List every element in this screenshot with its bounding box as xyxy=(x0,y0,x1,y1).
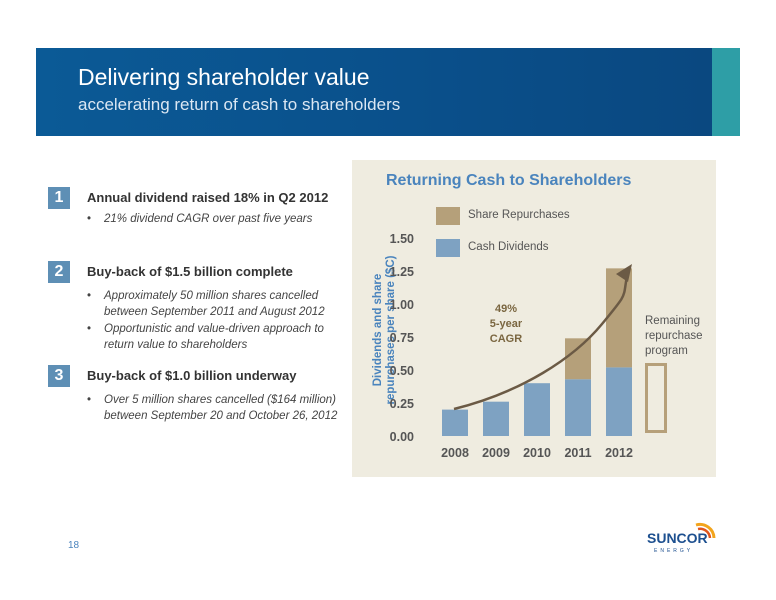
bar-dividends-2009 xyxy=(483,401,509,436)
y-tick-label: 0.00 xyxy=(390,430,414,444)
x-tick-label: 2011 xyxy=(564,446,591,460)
cagr-line-2: 5-year xyxy=(489,318,523,330)
bullet-marker: • xyxy=(87,394,92,406)
bar-repurchases-2011 xyxy=(565,338,591,380)
header-banner xyxy=(36,48,712,136)
y-tick-label: 1.00 xyxy=(390,298,414,312)
x-tick-label: 2009 xyxy=(482,446,510,460)
header-accent-tab xyxy=(712,48,740,136)
slide-title: Delivering shareholder value xyxy=(78,64,370,90)
bullet-text: Opportunistic and value-driven approach … xyxy=(104,323,324,351)
remaining-line-3: program xyxy=(645,345,688,357)
svg-text:SUNCOR: SUNCOR xyxy=(647,530,708,546)
bar-repurchases-2012 xyxy=(606,268,632,368)
growth-arrow-head xyxy=(616,264,632,282)
remaining-program-outline-bar xyxy=(645,363,667,433)
bar-dividends-2008 xyxy=(442,409,468,436)
cagr-line-3: CAGR xyxy=(489,333,523,345)
section-heading-3: Buy-back of $1.0 billion underway xyxy=(87,368,297,383)
section-heading-2: Buy-back of $1.5 billion complete xyxy=(87,264,293,279)
bullet-text: Approximately 50 million shares cancelle… xyxy=(104,290,325,318)
y-tick-label: 0.50 xyxy=(390,364,414,378)
x-tick-label: 2008 xyxy=(441,446,469,460)
chart-plot: 0.00 0.25 0.50 0.75 1.00 1.25 1.50 2008 2009 201… xyxy=(390,232,633,460)
y-tick-label: 0.25 xyxy=(390,397,414,411)
y-tick-label: 0.75 xyxy=(390,331,414,345)
legend-label-dividends: Cash Dividends xyxy=(468,241,549,253)
y-tick-label: 1.50 xyxy=(390,232,414,246)
bar-dividends-2012 xyxy=(606,367,632,436)
remaining-line-1: Remaining xyxy=(645,315,700,327)
bullet-marker: • xyxy=(87,290,92,302)
cagr-annotation: 49% 5-year CAGR xyxy=(480,302,532,347)
section-number-2: 2 xyxy=(48,261,70,283)
bullet-text: 21% dividend CAGR over past five years xyxy=(104,213,313,225)
section-heading-1: Annual dividend raised 18% in Q2 2012 xyxy=(87,190,329,205)
svg-text:ENERGY: ENERGY xyxy=(654,548,693,554)
growth-arrow-line xyxy=(453,269,630,411)
suncor-logo: SUNCOR ENERGY xyxy=(647,522,716,554)
bullet-marker: • xyxy=(87,323,92,335)
page-number: 18 xyxy=(68,540,80,551)
slide-subtitle: accelerating return of cash to sharehold… xyxy=(78,95,401,114)
bullet-marker: • xyxy=(87,213,92,225)
remaining-line-2: repurchase xyxy=(645,330,703,342)
bar-dividends-2010 xyxy=(524,383,550,436)
y-tick-label: 1.25 xyxy=(390,265,414,279)
cagr-line-1: 49% xyxy=(494,303,518,315)
x-tick-label: 2010 xyxy=(523,446,551,460)
chart-title: Returning Cash to Shareholders xyxy=(386,172,632,189)
remaining-program-label: Remaining repurchase program xyxy=(645,314,715,359)
x-tick-label: 2012 xyxy=(605,446,633,460)
legend-swatch-repurchases xyxy=(436,207,460,225)
bullet-text: Over 5 million shares cancelled ($164 mi… xyxy=(104,394,338,422)
bar-dividends-2011 xyxy=(565,379,591,436)
section-number-1: 1 xyxy=(48,187,70,209)
section-number-3: 3 xyxy=(48,365,70,387)
legend-swatch-dividends xyxy=(436,239,460,257)
legend-label-repurchases: Share Repurchases xyxy=(468,209,570,221)
